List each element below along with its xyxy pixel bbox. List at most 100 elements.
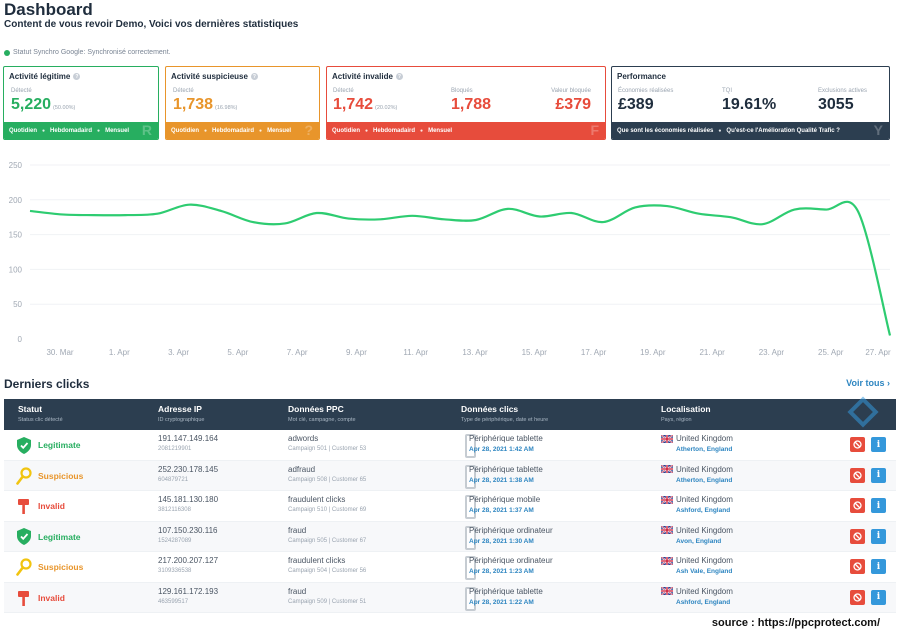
row-actions: i [850,498,886,513]
metric-percent: (20.02%) [375,105,398,111]
link-daily[interactable]: Quotidien [9,127,37,134]
country: United Kingdom [661,526,733,535]
ip-address: 252.230.178.145 [158,464,219,474]
block-ip-button[interactable] [850,528,865,544]
block-ip-button[interactable] [850,589,865,605]
card-footer: Quotidien ● Hebdomadaird ● Mensuel F [327,122,605,139]
location-cell: United Kingdom Atherton, England [661,465,733,484]
card-title-wrap: Activité invalide ? [332,72,403,81]
status-cell: Suspicious [16,558,83,576]
keyword: fraudulent clicks [288,556,346,565]
latest-clicks-table: Statut Status clic détecté Adresse IP ID… [4,396,896,613]
column-subtitle: Mot clé, campagne, compte [288,417,356,423]
table-row[interactable]: Invalid 145.181.130.180 3812116308 fraudule… [4,491,896,522]
crypto-id: 3109336538 [158,568,192,574]
source-caption: source : https://ppcprotect.com/ [711,617,880,629]
column-title: Données PPC [288,404,344,414]
metric-label: Bloqués [451,88,473,94]
help-icon[interactable]: ? [395,73,403,80]
link-monthly[interactable]: Mensuel [428,127,453,134]
ip-cell: 217.200.207.127 3109336538 [158,556,218,574]
x-tick-label: 30. Mar [46,348,73,357]
link-daily[interactable]: Quotidien [171,127,199,134]
ip-cell: 145.181.130.180 3812116308 [158,495,218,513]
block-icon [853,592,862,602]
metric-number: 1,742 [333,96,374,113]
metric-label: Économies réalisées [618,88,674,94]
card-watermark-icon: ? [304,122,313,138]
block-icon [853,440,862,449]
table-row[interactable]: Suspicious 217.200.207.127 3109336538 fraud… [4,552,896,583]
click-data-cell: Périphérique ordinateur Apr 28, 2021 1:30… [465,525,553,550]
details-button[interactable]: i [871,437,886,452]
crypto-id: 3812116308 [158,507,191,513]
link-weekly[interactable]: Hebdomadaird [50,127,93,134]
metric-label: Exclusions actives [818,88,868,94]
table-row[interactable]: Suspicious 252.230.178.145 604879721 adfrau… [4,460,896,491]
see-all-link[interactable]: Voir tous › [846,378,890,388]
status-cell: Legitimate [16,528,81,546]
separator-icon: ● [42,127,46,134]
block-ip-button[interactable] [850,498,865,513]
details-button[interactable]: i [871,589,886,605]
click-data-cell: Périphérique tablette Apr 28, 2021 1:42 A… [465,434,543,458]
device-icon [465,586,476,611]
table-row[interactable]: Legitimate 107.150.230.116 1524287089 fraud… [4,521,896,552]
status-dot-icon [4,49,10,56]
link-savings-info[interactable]: Que sont les économies réalisées [617,127,714,134]
details-button[interactable]: i [871,498,886,513]
separator-icon: ● [365,127,369,134]
ppc-cell: fraud Campaign 505 | Customer 67 [288,526,366,544]
y-tick-label: 250 [9,161,23,170]
details-button[interactable]: i [871,559,886,574]
details-button[interactable]: i [871,528,886,544]
details-button[interactable]: i [871,467,886,483]
metric-value: 1,738 (16.98%) [173,96,237,114]
block-ip-button[interactable] [850,467,865,483]
row-actions: i [850,437,886,452]
metric-value: £389 [618,96,654,113]
status-label: Invalid [38,592,65,603]
country-name: United Kingdom [676,464,733,474]
y-tick-label: 0 [18,335,23,344]
region-name: Ashford, England [676,507,731,514]
block-ip-button[interactable] [850,559,865,574]
card-legitimate-activity: Activité légitime ? Détecté 5,220 (50.00%… [3,66,159,140]
card-footer: Que sont les économies réalisées ● Qu'es… [612,122,889,139]
keyword: fraud [288,525,307,535]
table-row[interactable]: Invalid 129.161.172.193 463599517 fraud Camp… [4,582,896,613]
region-name: Avon, England [676,537,722,545]
country: United Kingdom [661,587,733,596]
link-monthly[interactable]: Mensuel [267,127,292,134]
region-name: Atherton, England [676,446,733,453]
metric-tqi: TQI 19.61% [722,88,776,114]
column-title: Statut [18,404,43,414]
link-monthly[interactable]: Mensuel [105,127,130,134]
link-weekly[interactable]: Hebdomadaird [212,127,255,134]
block-ip-button[interactable] [850,437,865,452]
card-watermark-icon: R [141,122,152,138]
column-subtitle: Type de périphérique, date et heure [461,417,549,423]
separator-icon: ● [97,127,101,134]
link-weekly[interactable]: Hebdomadaird [373,127,416,134]
ppc-cell: adwords Campaign 501 | Customer 53 [288,434,366,452]
table-row[interactable]: Legitimate 191.147.149.164 2081219901 adwor… [4,430,896,461]
device-type: Périphérique ordinateur [469,556,553,565]
sync-status: Statut Synchro Google: Synchronisé corre… [4,49,171,56]
device-type: Périphérique ordinateur [469,525,553,535]
status-cell: Legitimate [16,436,81,454]
help-icon[interactable]: ? [250,73,258,80]
separator-icon: ● [718,127,722,134]
card-watermark-icon: Y [873,122,883,138]
block-icon [853,531,862,541]
link-tqi-info[interactable]: Qu'est-ce l'Amélioration Qualité Trafic … [726,127,840,134]
help-icon[interactable]: ? [73,73,81,80]
info-icon: i [876,439,881,450]
status-label: Legitimate [38,440,81,450]
country-name: United Kingdom [676,556,733,565]
block-icon [853,470,862,480]
link-daily[interactable]: Quotidien [332,127,360,134]
status-cell: Suspicious [16,466,83,485]
click-datetime: Apr 28, 2021 1:37 AM [469,507,534,514]
region-name: Ash Vale, England [676,568,733,575]
